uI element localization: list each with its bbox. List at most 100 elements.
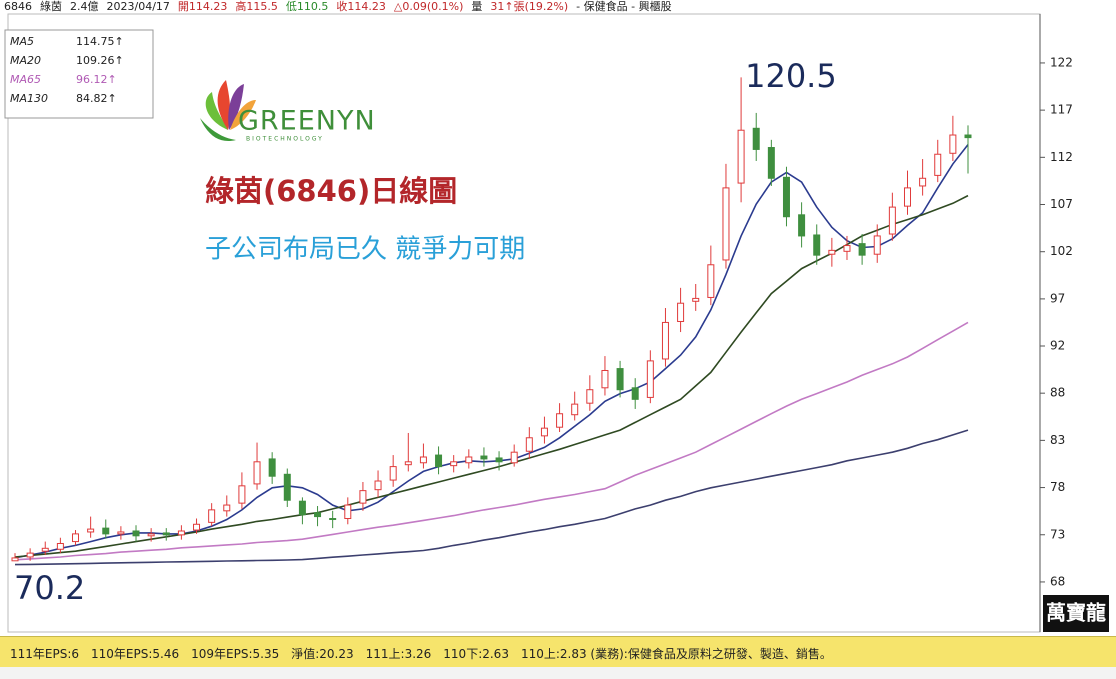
candle-body xyxy=(329,518,337,521)
bottom-strip xyxy=(0,667,1116,679)
candle-body xyxy=(193,523,201,531)
y-tick-label: 117 xyxy=(1050,103,1073,117)
candle-body xyxy=(389,466,397,481)
candle-body xyxy=(208,509,216,523)
header-item: - 保健食品 - 興櫃股 xyxy=(576,0,672,13)
candle-body xyxy=(374,480,382,491)
candle-body xyxy=(737,129,745,184)
y-tick-label: 112 xyxy=(1050,150,1073,164)
quote-header: 6846 綠茵 2.4億 2023/04/17 開114.23 高115.5 低110.5 收… xyxy=(4,0,680,14)
legend-value: 109.26↑ xyxy=(76,54,124,67)
logo-leaf xyxy=(217,80,231,130)
logo-swoosh xyxy=(200,118,236,142)
candle-body xyxy=(147,533,155,537)
ma-line xyxy=(14,321,969,561)
candle-body xyxy=(283,473,291,501)
candle-body xyxy=(601,369,609,389)
header-item: 開114.23 xyxy=(177,0,228,13)
y-tick-label: 92 xyxy=(1050,338,1065,352)
y-tick-label: 122 xyxy=(1050,55,1073,69)
candle-body xyxy=(707,264,715,298)
candle-body xyxy=(571,403,579,416)
footer-text: 111年EPS:6 110年EPS:5.46 109年EPS:5.35 淨值:2… xyxy=(10,647,832,661)
candle-body xyxy=(314,512,322,518)
candle-body xyxy=(964,134,972,139)
candle-body xyxy=(465,456,473,464)
legend-name: MA5 xyxy=(10,35,34,48)
header-item: 6846 xyxy=(4,0,32,13)
header-item: △0.09(0.1%) xyxy=(393,0,464,13)
peak-label: 120.5 xyxy=(745,57,837,95)
candle-body xyxy=(646,360,654,398)
logo-name: GREENYN xyxy=(238,106,376,137)
legend-name: MA130 xyxy=(10,92,48,105)
candle-body xyxy=(722,187,730,261)
candle-body xyxy=(480,455,488,460)
trough-label: 70.2 xyxy=(14,569,85,607)
header-item: 2.4億 xyxy=(70,0,99,13)
legend-frame xyxy=(4,29,154,119)
ma-legend: MA5 114.75↑ MA20 109.26↑ MA65 96.12↑ MA130 84.8… xyxy=(4,29,154,119)
brand-box xyxy=(1043,595,1109,632)
candle-body xyxy=(525,437,533,452)
candle-body xyxy=(858,243,866,256)
y-tick-label: 83 xyxy=(1050,433,1065,447)
y-tick-label: 107 xyxy=(1050,197,1073,211)
candle-body xyxy=(253,461,261,485)
candle-body xyxy=(344,504,352,520)
brand: 萬寶龍 xyxy=(1046,601,1106,625)
chart-subtitle: 子公司布局已久 競爭力可期 xyxy=(205,235,525,265)
header-item: 31↑張(19.2%) xyxy=(490,0,569,13)
candle-body xyxy=(435,454,443,468)
candle-body xyxy=(495,457,503,463)
header-item: 2023/04/17 xyxy=(106,0,170,13)
candle-body xyxy=(843,245,851,252)
header-item: 綠茵 xyxy=(40,0,62,13)
y-tick-label: 88 xyxy=(1050,386,1065,400)
candle-body xyxy=(767,147,775,179)
chart: MA5 114.75↑ MA20 109.26↑ MA65 96.12↑ MA130 84.8… xyxy=(4,13,1109,633)
y-tick-label: 97 xyxy=(1050,291,1065,305)
candle-body xyxy=(782,176,790,218)
candle-body xyxy=(586,389,594,404)
y-tick-label: 78 xyxy=(1050,480,1065,494)
candle-body xyxy=(919,177,927,187)
candle-body xyxy=(450,461,458,467)
candle-body xyxy=(540,427,548,437)
candle-body xyxy=(177,530,185,536)
candle-body xyxy=(692,297,700,302)
y-tick-label: 68 xyxy=(1050,574,1065,588)
plot-frame xyxy=(7,13,1041,633)
candle-body xyxy=(56,542,64,550)
candle-body xyxy=(419,456,427,464)
candle-body xyxy=(873,235,881,255)
candle-body xyxy=(934,153,942,176)
header-item: 收114.23 xyxy=(336,0,386,13)
candle-body xyxy=(26,552,34,558)
candle-body xyxy=(117,531,125,535)
candle-body xyxy=(661,321,669,360)
candle-body xyxy=(556,413,564,428)
candle-body xyxy=(752,127,760,150)
candle-body xyxy=(903,187,911,207)
legend-value: 96.12↑ xyxy=(76,73,117,86)
y-tick-label: 102 xyxy=(1050,244,1073,258)
candle-body xyxy=(677,302,685,322)
ma-line xyxy=(14,429,969,566)
candle-body xyxy=(87,528,95,533)
y-tick-label: 73 xyxy=(1050,527,1065,541)
candle-body xyxy=(223,504,231,512)
header-item: 量 xyxy=(471,0,483,13)
candle-body xyxy=(888,206,896,235)
logo-leaf xyxy=(205,92,228,130)
legend-value: 84.82↑ xyxy=(76,92,117,105)
logo-leaf xyxy=(228,84,244,130)
legend-name: MA20 xyxy=(10,54,41,67)
candle-body xyxy=(238,485,246,504)
header-item: 高115.5 xyxy=(235,0,278,13)
candle-body xyxy=(132,530,140,537)
eps-footer: 111年EPS:6 110年EPS:5.46 109年EPS:5.35 淨值:2… xyxy=(0,636,1116,667)
chart-title: 綠茵(6846)日線圖 xyxy=(205,174,457,208)
candle-body xyxy=(813,234,821,256)
